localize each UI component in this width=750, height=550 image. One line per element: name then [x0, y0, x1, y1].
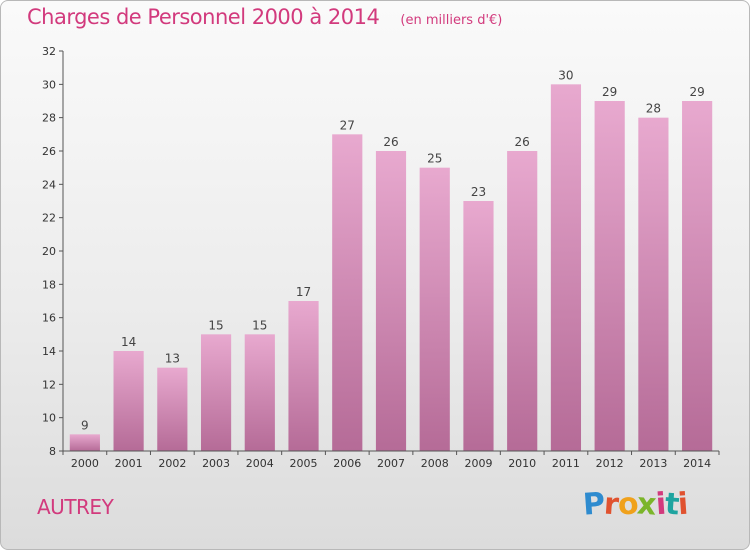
bar — [463, 201, 494, 451]
chart-title: Charges de Personnel 2000 à 2014 — [27, 5, 380, 29]
y-tick-label: 26 — [42, 145, 56, 158]
logo-letter: P — [581, 486, 606, 523]
x-tick-label: 2007 — [377, 457, 405, 470]
y-tick-label: 10 — [42, 412, 56, 425]
data-label: 29 — [602, 85, 617, 99]
x-tick-label: 2000 — [71, 457, 99, 470]
data-label: 25 — [427, 152, 442, 166]
chart-unit: (en milliers d'€) — [400, 13, 503, 28]
bar — [157, 367, 188, 451]
bar — [288, 301, 319, 451]
logo-letter: x — [636, 486, 657, 523]
x-tick-label: 2010 — [508, 457, 536, 470]
bar — [682, 101, 713, 451]
x-tick-label: 2013 — [639, 457, 667, 470]
bar — [113, 351, 144, 451]
x-tick-label: 2009 — [464, 457, 492, 470]
y-tick-label: 28 — [42, 112, 56, 125]
x-tick-label: 2012 — [596, 457, 624, 470]
y-tick-label: 8 — [49, 445, 56, 458]
x-tick-label: 2004 — [246, 457, 274, 470]
bar — [375, 151, 407, 451]
bar — [507, 151, 538, 451]
y-tick-label: 18 — [42, 278, 56, 291]
data-label: 15 — [208, 318, 223, 332]
data-label: 29 — [689, 85, 704, 99]
x-tick-label: 2014 — [683, 457, 711, 470]
data-label: 15 — [252, 318, 267, 332]
data-label: 28 — [646, 102, 661, 116]
x-tick-label: 2006 — [333, 457, 361, 470]
commune-name: AUTREY — [37, 495, 114, 519]
bar — [419, 167, 450, 451]
data-label: 17 — [296, 285, 311, 299]
bar — [200, 334, 232, 451]
bar — [69, 434, 100, 451]
bar — [244, 334, 275, 451]
data-label: 26 — [515, 135, 530, 149]
data-label: 30 — [558, 68, 573, 82]
x-tick-label: 2005 — [290, 457, 318, 470]
y-tick-label: 32 — [42, 45, 56, 58]
x-tick-label: 2001 — [115, 457, 143, 470]
y-tick-label: 12 — [42, 378, 56, 391]
x-tick-label: 2011 — [552, 457, 580, 470]
y-tick-label: 22 — [42, 212, 56, 225]
chart-heading: Charges de Personnel 2000 à 2014 (en mil… — [27, 5, 502, 29]
y-tick-label: 30 — [42, 78, 56, 91]
data-label: 26 — [383, 135, 398, 149]
x-tick-label: 2002 — [158, 457, 186, 470]
x-tick-label: 2003 — [202, 457, 230, 470]
y-tick-label: 14 — [42, 345, 56, 358]
data-label: 13 — [165, 352, 180, 366]
x-tick-label: 2008 — [421, 457, 449, 470]
bar — [550, 84, 582, 451]
bar — [594, 101, 625, 451]
y-tick-label: 20 — [42, 245, 56, 258]
y-tick-label: 24 — [42, 178, 56, 191]
y-tick-label: 16 — [42, 312, 56, 325]
proxiti-logo[interactable]: Proxiti — [581, 486, 689, 523]
data-label: 27 — [340, 118, 355, 132]
logo-letter: i — [677, 486, 689, 523]
data-label: 14 — [121, 335, 136, 349]
bar — [638, 117, 669, 452]
data-label: 23 — [471, 185, 486, 199]
bar — [332, 134, 363, 452]
data-label: 9 — [81, 418, 89, 432]
